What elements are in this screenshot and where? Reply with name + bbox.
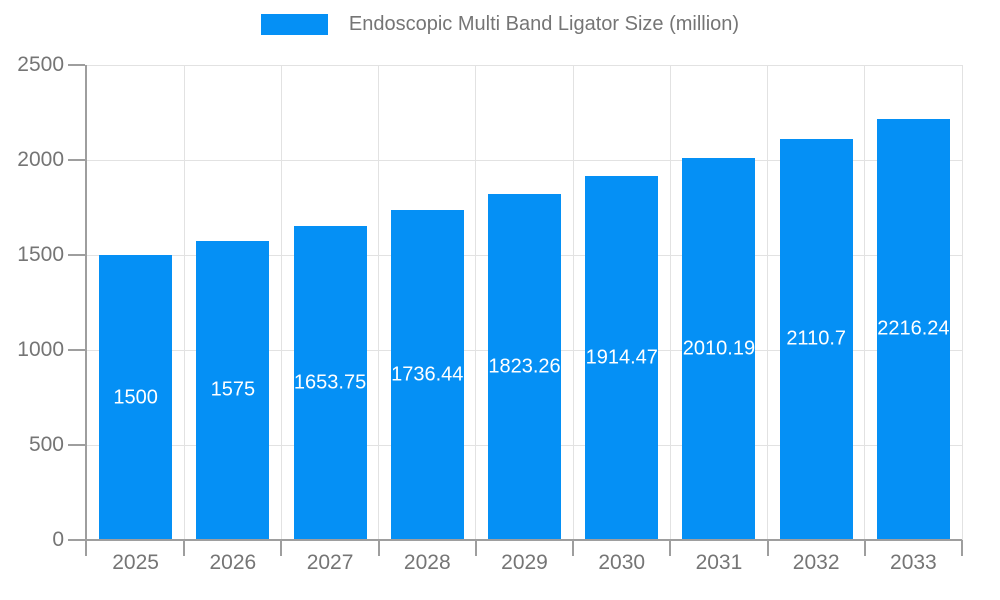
x-tick-label-2033: 2033 [890, 551, 937, 574]
y-tick-label-500: 500 [28, 433, 64, 456]
legend-label: Endoscopic Multi Band Ligator Size (mill… [348, 13, 740, 35]
legend[interactable]: Endoscopic Multi Band Ligator Size (mill… [0, 13, 1000, 36]
y-tick-1500 [68, 254, 85, 256]
y-tick-1000 [68, 349, 85, 351]
bar-value-label-2028: 1736.44 [391, 363, 464, 386]
y-tick-0 [68, 539, 85, 541]
y-axis-labels: 0 500 1000 1500 2000 2500 [0, 53, 64, 551]
bar-value-label-2033: 2216.24 [877, 317, 950, 340]
x-axis-labels: 2025 2026 2027 2028 2029 2030 2031 2032 2033 [87, 551, 962, 581]
plot-area: 1500 1575 1653.75 1736.44 1823.26 1914.47 2010… [68, 64, 963, 556]
x-tick-boundary-6 [669, 540, 672, 556]
bar-2033 [876, 118, 950, 540]
gridline-y-2500 [87, 64, 962, 66]
x-tick-label-2025: 2025 [112, 551, 159, 574]
bar-2031 [682, 158, 756, 540]
y-tick-label-2500: 2500 [17, 53, 64, 76]
gridline-x-boundary-2 [280, 65, 282, 540]
y-tick-500 [68, 444, 85, 446]
x-tick-label-2026: 2026 [209, 551, 257, 574]
gridline-x-boundary-1 [183, 65, 185, 540]
bar-value-label-2031: 2010.19 [682, 337, 756, 360]
x-tick-label-2028: 2028 [403, 551, 451, 574]
x-tick-boundary-8 [863, 540, 866, 556]
gridline-x-boundary-9 [961, 65, 963, 540]
y-tick-label-0: 0 [52, 528, 64, 551]
x-tick-label-2032: 2032 [792, 551, 840, 574]
gridline-y-2000 [87, 159, 962, 161]
gridline-x-boundary-4 [475, 65, 477, 540]
bar-value-label-2032: 2110.7 [786, 327, 846, 350]
legend-swatch[interactable] [260, 14, 328, 35]
y-tick-2500 [68, 64, 85, 66]
bar-value-label-2030: 1914.47 [585, 346, 658, 369]
gridline-x-boundary-6 [669, 65, 671, 540]
x-tick-label-2030: 2030 [598, 551, 646, 574]
bar-value-label-2029: 1823.26 [488, 355, 561, 378]
x-tick-label-2029: 2029 [501, 551, 548, 574]
y-axis-line [85, 65, 87, 540]
x-tick-boundary-3 [377, 540, 380, 556]
bar-value-label-2027: 1653.75 [293, 371, 367, 394]
x-tick-boundary-0 [85, 540, 87, 556]
bar-2028 [390, 210, 464, 540]
x-tick-boundary-7 [766, 540, 769, 556]
x-tick-label-2031: 2031 [695, 551, 743, 574]
x-tick-boundary-4 [474, 540, 477, 556]
y-tick-label-1500: 1500 [17, 243, 64, 266]
y-tick-label-2000: 2000 [17, 148, 64, 171]
bar-2029 [488, 193, 561, 540]
x-tick-label-2027: 2027 [306, 551, 354, 574]
bar-2027 [293, 225, 367, 540]
y-tick-2000 [68, 159, 85, 161]
x-axis-line [85, 539, 962, 541]
gridline-x-boundary-3 [378, 65, 380, 540]
gridline-x-boundary-5 [572, 65, 574, 540]
gridline-x-boundary-7 [767, 65, 769, 540]
bar-value-label-2025: 1500 [113, 386, 158, 408]
bar-value-label-2026: 1575 [210, 378, 256, 401]
gridline-x-boundary-8 [864, 65, 866, 540]
y-tick-label-1000: 1000 [17, 338, 64, 361]
bar-2025 [99, 255, 173, 540]
x-tick-boundary-9 [961, 540, 963, 556]
x-tick-boundary-1 [183, 540, 186, 556]
x-tick-boundary-2 [280, 540, 283, 556]
bar-2030 [585, 176, 659, 540]
bar-2032 [779, 138, 853, 540]
x-tick-boundary-5 [572, 540, 575, 556]
bar-2026 [196, 240, 270, 540]
